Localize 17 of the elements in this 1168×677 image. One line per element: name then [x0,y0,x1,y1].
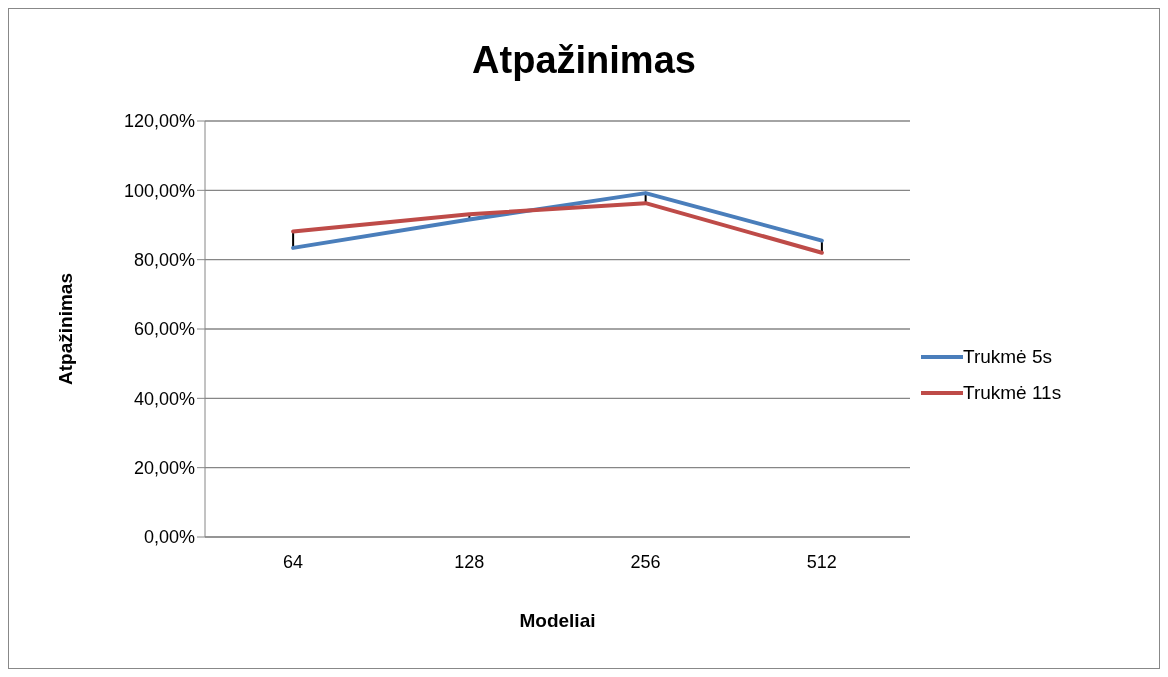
x-axis-title: Modeliai [519,610,596,631]
x-tick-label: 64 [283,551,304,572]
chart-title: Atpažinimas [471,39,697,82]
y-tick-label: 80,00% [133,250,195,271]
x-tick-label: 512 [806,551,837,572]
y-tick-label: 40,00% [133,388,195,409]
line-series [291,201,824,255]
y-tick-label: 60,00% [133,319,195,340]
y-axis-title: Atpažinimas [54,273,76,385]
y-tick-label: 100,00% [123,180,195,201]
legend-label: Trukmė 5s [963,346,1053,368]
y-tick-label: 20,00% [133,458,195,479]
x-tick-label: 256 [630,551,661,572]
y-tick-label: 0,00% [143,527,195,548]
x-tick-label: 128 [454,551,485,572]
legend-label: Trukmė 11s [963,382,1062,404]
y-tick-label: 120,00% [123,111,195,132]
